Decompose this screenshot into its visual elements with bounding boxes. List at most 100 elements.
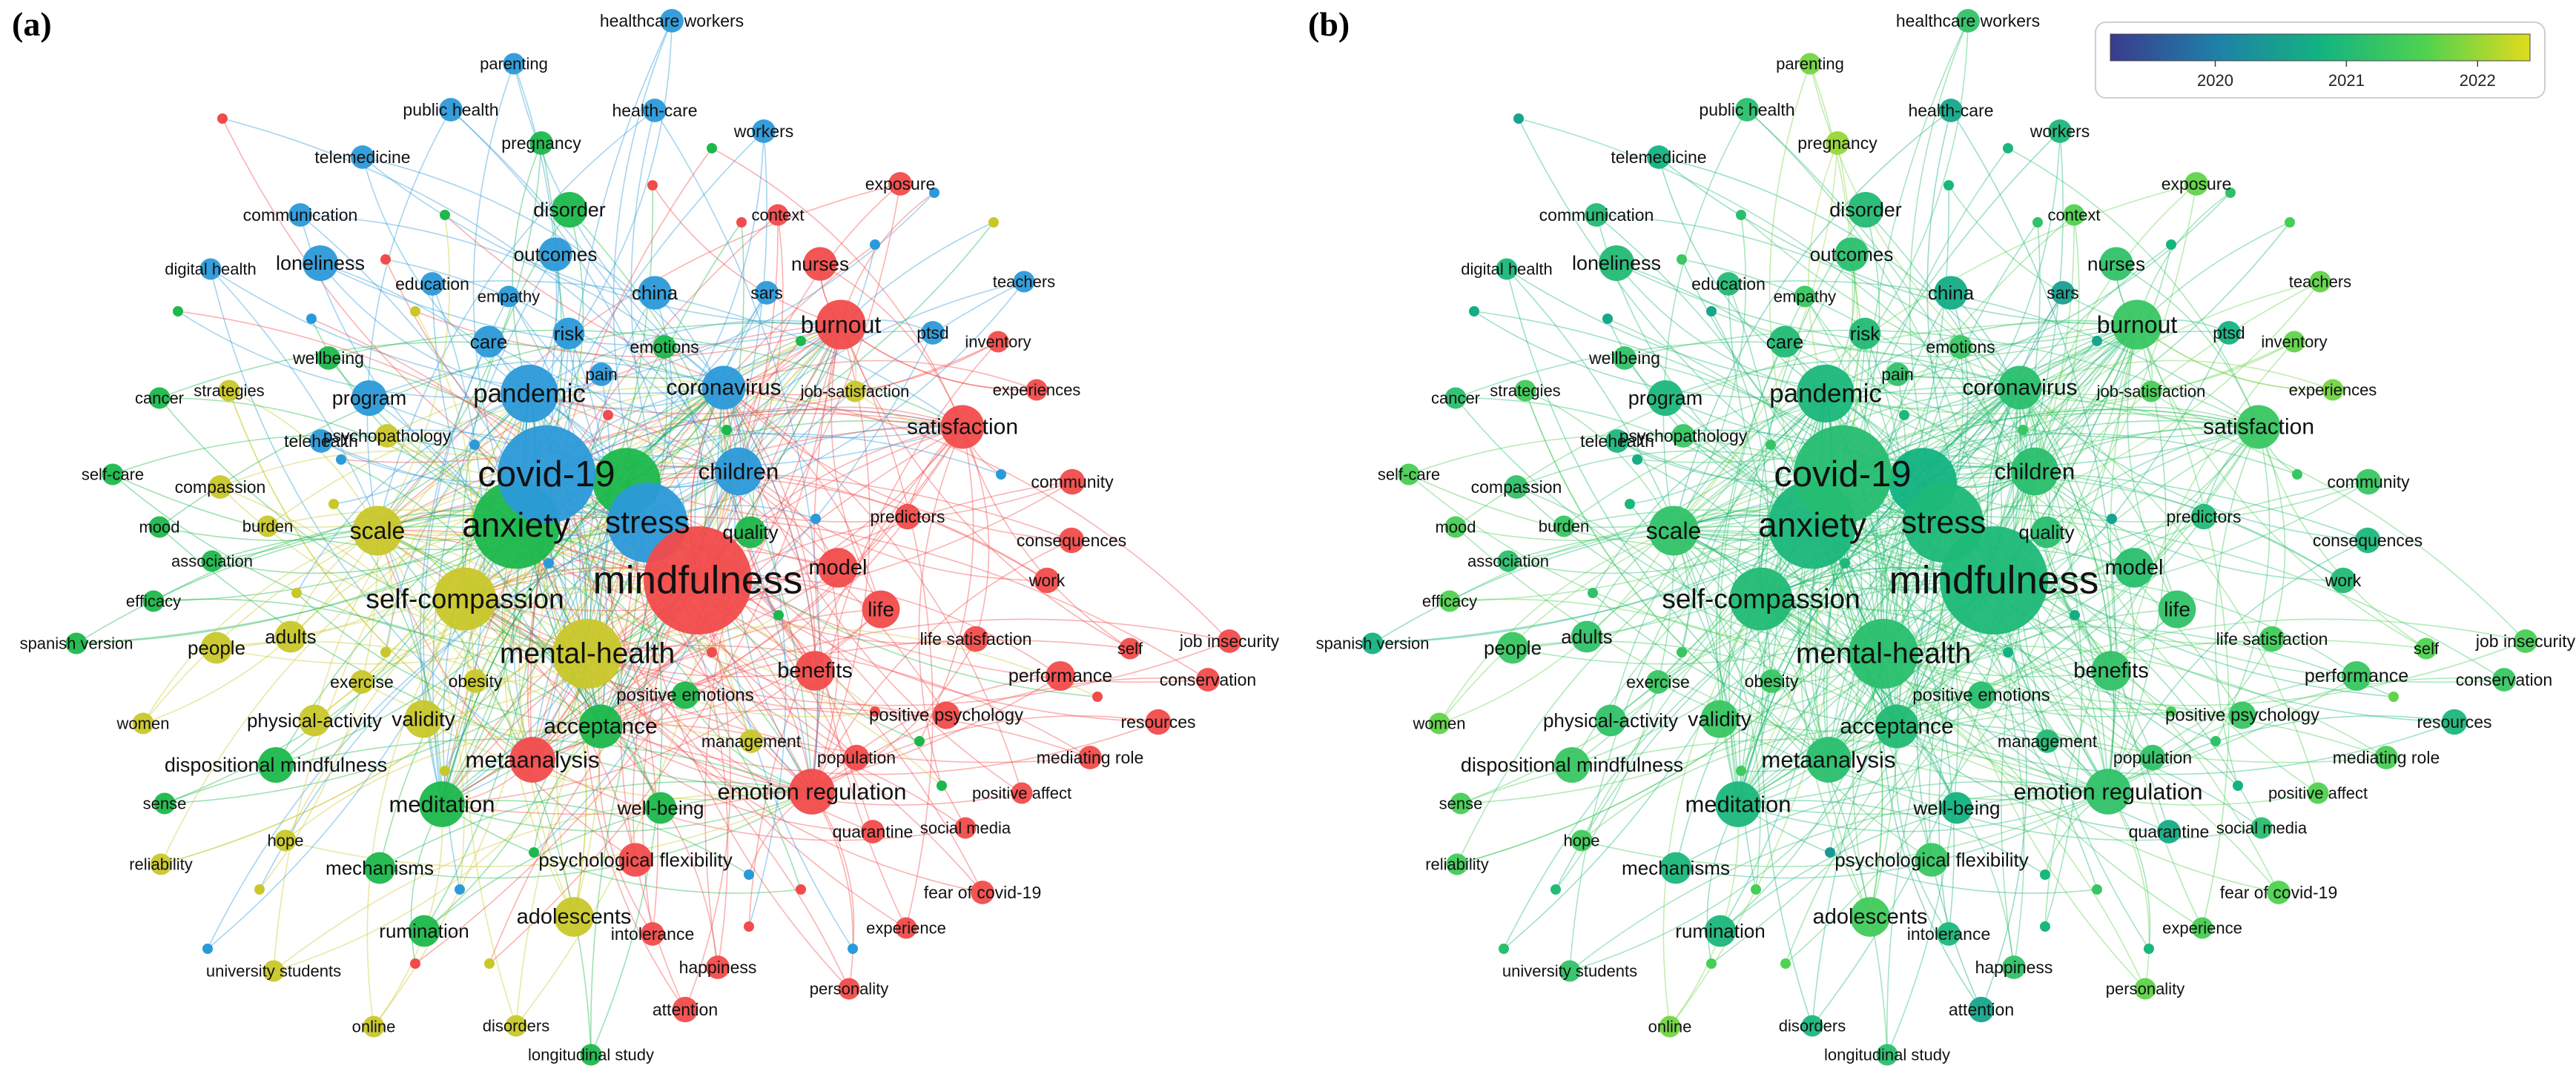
panel-a-minor-node: [810, 514, 821, 524]
panel-a-node-sars: [755, 281, 779, 305]
panel-a-node-positive-emotions: [671, 681, 699, 709]
panel-a-link: [723, 387, 819, 792]
panel-a-link: [840, 324, 934, 929]
panel-a-link: [464, 598, 850, 990]
panel-b-node-self: [2415, 637, 2437, 660]
panel-b-link: [1569, 790, 2109, 972]
panel-a-node-scale: [352, 506, 403, 556]
panel-b-node-validity: [1700, 700, 1739, 738]
panel-a-label-quarantine: quarantine: [833, 822, 914, 841]
panel-b-link: [1812, 524, 2098, 890]
panel-b-node-positive-psychology: [2228, 701, 2256, 729]
panel-a-link: [472, 63, 517, 526]
panel-b-label-workers: workers: [2030, 122, 2090, 141]
panel-a-node-experiences: [1026, 379, 1048, 401]
panel-a-node-happiness: [706, 955, 730, 979]
panel-b-link: [1657, 681, 1898, 732]
panel-a-link: [159, 397, 517, 526]
panel-a-link: [529, 341, 999, 415]
panel-b-minor-node: [2225, 188, 2236, 198]
panel-b-link: [2034, 471, 2112, 672]
panel-b-link: [2136, 324, 2230, 929]
panel-b-link: [1737, 800, 2046, 875]
panel-a-node-validity: [404, 700, 443, 738]
panel-a-link: [515, 387, 725, 1027]
panel-a-link: [112, 474, 588, 655]
panel-a-link: [723, 359, 1037, 391]
panel-b-label-job-insecurity: job insecurity: [2475, 632, 2576, 651]
panel-a-label-communication: communication: [243, 205, 358, 225]
panel-b-node-context: [2063, 204, 2085, 226]
panel-a-link: [738, 471, 816, 672]
panel-a-minor-node: [870, 706, 880, 717]
panel-b-link: [1883, 653, 2109, 792]
panel-b-link: [2019, 387, 2368, 541]
panel-b-node-experiences: [2322, 379, 2344, 401]
panel-b-node-online: [1659, 1015, 1681, 1038]
panel-b-link: [1828, 652, 2009, 760]
panel-b: (b) mindfulness covid-19 anxiety stress ment…: [1308, 5, 2576, 1066]
panel-a-link: [159, 341, 724, 399]
panel-b-node-inventory: [2283, 331, 2305, 353]
panel-b-link: [1456, 522, 1944, 865]
panel-b-link: [1581, 791, 2109, 867]
panel-a-node-intolerance: [641, 922, 664, 946]
panel-b-label-social-media: social media: [2216, 819, 2308, 838]
panel-a-label-burnout: burnout: [801, 311, 882, 338]
panel-a: (a) mindfulness covid-19 anxiety stress ment…: [12, 5, 1280, 1066]
panel-a-node-positive-psychology: [932, 701, 960, 729]
panel-b-link: [1894, 726, 1949, 935]
panel-a-label-benefits: benefits: [777, 659, 853, 683]
panel-a-minor-node: [988, 217, 999, 228]
panel-a-node-conservation: [1196, 668, 1220, 692]
panel-b-link: [2107, 540, 2368, 792]
panel-b-label-stress: stress: [1901, 505, 1987, 540]
panel-a-link: [210, 268, 724, 394]
panel-b-label-sars: sars: [2047, 283, 2078, 302]
panel-b-minor-node: [1943, 180, 1954, 190]
panel-b-label-longitudinal-study: longitudinal study: [1824, 1046, 1950, 1064]
panel-b-link: [2107, 638, 2273, 792]
panel-a-link: [600, 481, 1073, 727]
panel-a-label-life-satisfaction: life satisfaction: [920, 629, 1032, 649]
panel-b-link: [1981, 580, 2027, 1010]
panel-b-label-conservation: conservation: [2456, 670, 2552, 689]
panel-a-link: [290, 324, 842, 637]
panel-b-minor-node: [1625, 499, 1635, 509]
colorbar-tick-label: 2020: [2197, 71, 2233, 90]
panel-b-label-resources: resources: [2417, 712, 2492, 732]
panel-b-node-exposure: [2184, 172, 2208, 196]
panel-b-minor-node: [2292, 469, 2302, 480]
panel-b-node-children: [2010, 447, 2059, 496]
panel-a-label-mood: mood: [139, 518, 179, 537]
panel-b-label-scale: scale: [1646, 517, 1702, 544]
panel-b-node-communication: [1585, 203, 1608, 227]
panel-a-node-consequences: [1058, 527, 1085, 554]
panel-b-label-consequences: consequences: [2313, 531, 2423, 550]
panel-a-label-university-students: university students: [206, 962, 341, 981]
panel-b-link: [1665, 397, 2259, 468]
panel-b-link: [1740, 214, 2259, 428]
panel-b-label-public-health: public health: [1699, 100, 1794, 119]
panel-b-link: [1812, 524, 1883, 918]
panel-b-link: [1883, 640, 2526, 706]
panel-b-minor-node: [1840, 558, 1850, 569]
panel-b-node-positive-affect: [2307, 782, 2329, 804]
panel-a-link: [647, 281, 1025, 523]
panel-a-label-teachers: teachers: [993, 273, 1055, 291]
panel-b-label-mood: mood: [1435, 518, 1476, 537]
panel-a-node-community: [1059, 468, 1086, 495]
panel-a-link: [811, 638, 977, 792]
panel-a-link: [723, 387, 816, 672]
panel-a-link: [532, 609, 882, 760]
panel-a-link: [296, 592, 601, 727]
panel-a-node-meditation: [419, 781, 465, 827]
panel-a-label-positive-emotions: positive emotions: [616, 686, 753, 706]
panel-b-label-satisfaction: satisfaction: [2203, 415, 2314, 440]
panel-b-label-inventory: inventory: [2261, 333, 2327, 351]
panel-b-labels: mindfulness covid-19 anxiety stress mental-h…: [1316, 11, 2576, 1064]
panel-a-link: [515, 524, 802, 890]
colorbar-ticks: 2020 2021 2022: [2197, 61, 2496, 90]
panel-b-node-ptsd: [2217, 321, 2241, 345]
panel-a-label-covid-19: covid-19: [478, 454, 615, 494]
